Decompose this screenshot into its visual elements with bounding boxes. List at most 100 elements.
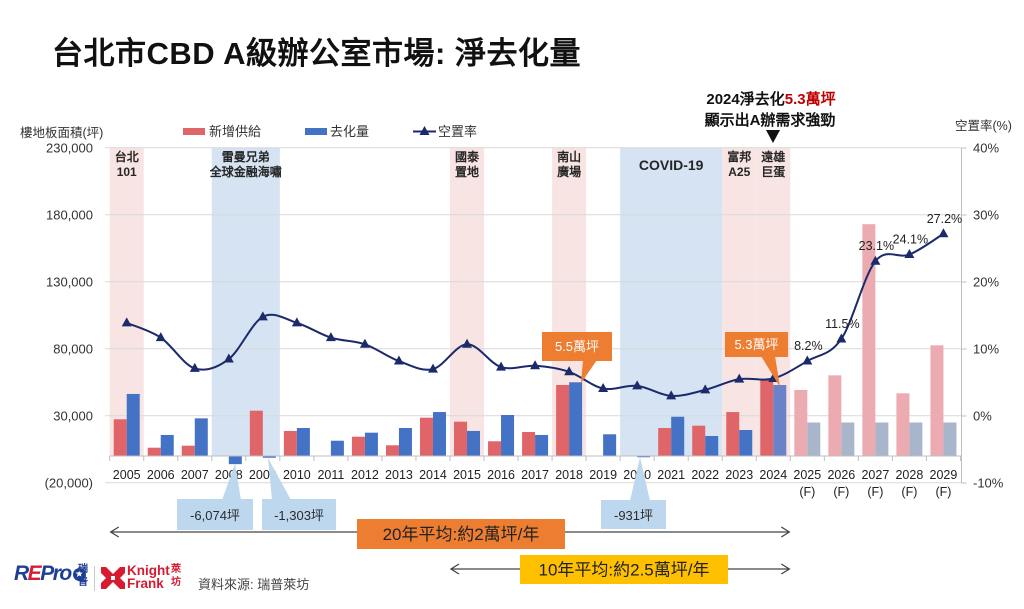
y2-axis-tick-label: 40% xyxy=(973,141,999,156)
net-absorption-bar xyxy=(773,384,787,456)
event-band xyxy=(450,148,485,456)
vacancy-marker xyxy=(904,249,915,259)
vacancy-marker xyxy=(189,362,200,372)
new-supply-bar xyxy=(113,419,127,456)
vacancy-marker xyxy=(462,338,473,348)
new-supply-bar xyxy=(419,417,433,456)
event-band-label: A25 xyxy=(728,165,750,179)
knight-frank-chinese-name: 萊 坊 xyxy=(171,563,181,589)
net-absorption-bar xyxy=(705,436,719,456)
legend-label: 新增供給 xyxy=(209,124,261,139)
vacancy-data-label: 8.2% xyxy=(794,339,823,353)
callouts: 5.5萬坪 5.3萬坪 -6,074坪 -1,303坪 -931坪 xyxy=(177,332,788,530)
x-axis-tick-label: 2006 xyxy=(147,468,175,482)
x-axis-tick-label: 2018 xyxy=(555,468,583,482)
callout-pointer xyxy=(630,457,650,501)
x-axis-tick-label: 2013 xyxy=(385,468,413,482)
legend-label: 空置率 xyxy=(438,124,477,139)
y2-axis-tick-label: 0% xyxy=(973,409,992,424)
vacancy-marker xyxy=(223,353,234,363)
vacancy-marker xyxy=(870,255,881,265)
forecast-marker-label: (F) xyxy=(901,485,917,499)
y2-axis-tick-label: 30% xyxy=(973,208,999,223)
callout-box xyxy=(725,332,788,357)
new-supply-bar xyxy=(283,430,297,456)
callout-text: -1,303坪 xyxy=(274,508,324,523)
callout-pointer xyxy=(761,356,780,387)
negative-absorption-callout: -931坪 xyxy=(601,457,666,529)
y-axis-tick-label: 80,000 xyxy=(53,341,93,356)
x-axis-tick-label: 2023 xyxy=(725,468,753,482)
vacancy-marker xyxy=(530,360,541,370)
arrow-left-icon xyxy=(449,563,460,575)
net-absorption-bar xyxy=(398,427,412,456)
y-axis-tick-label: (20,000) xyxy=(45,475,93,490)
average-label-box xyxy=(357,519,565,549)
net-absorption-bar xyxy=(569,382,583,456)
net-absorption-bar xyxy=(296,427,310,456)
callout-text: 5.3萬坪 xyxy=(734,337,778,352)
average-range-annotation: 10年平均:約2.5萬坪/年 xyxy=(449,555,791,584)
arrow-left-icon xyxy=(109,526,120,538)
vacancy-marker xyxy=(734,373,745,383)
source-note: 資料來源: 瑞普萊坊 xyxy=(198,577,310,592)
logo-divider xyxy=(94,566,95,591)
x-axis-tick-label: 2010 xyxy=(283,468,311,482)
annotations: 2024淨去化5.3萬坪顯示出A辦需求強勁20年平均:約2萬坪/年10年平均:約… xyxy=(109,90,836,584)
event-band xyxy=(722,148,757,456)
callout-text: 5.5萬坪 xyxy=(555,339,599,354)
highlight-callout: 5.5萬坪 xyxy=(542,332,612,383)
x-axis-tick-label: 2026 xyxy=(827,468,855,482)
callout-pointer xyxy=(581,360,597,383)
arrow-right-icon xyxy=(780,526,791,538)
average-label-box xyxy=(520,555,728,584)
vacancy-data-label: 23.1% xyxy=(859,239,894,253)
event-band xyxy=(620,148,723,456)
vacancy-marker xyxy=(632,380,643,390)
headline-highlight-value: 5.3萬坪 xyxy=(785,90,836,108)
event-band xyxy=(211,148,280,456)
net-absorption-bar xyxy=(875,422,889,456)
vacancy-marker xyxy=(496,361,507,371)
data-labels: 8.2%11.5% 23.1%24.1% 27.2% xyxy=(794,212,962,353)
legend-swatch-new-supply xyxy=(183,128,205,135)
legend-triangle-icon xyxy=(419,126,430,135)
vacancy-marker xyxy=(359,338,370,348)
vacancy-data-label: 11.5% xyxy=(825,317,860,331)
new-supply-bar xyxy=(454,421,468,456)
forecast-marker-label: (F) xyxy=(799,485,815,499)
new-supply-bar xyxy=(828,375,842,456)
average-range-annotation: 20年平均:約2萬坪/年 xyxy=(109,519,791,549)
down-triangle-icon xyxy=(766,130,780,143)
new-supply-bar xyxy=(930,345,944,456)
vacancy-data-label: 24.1% xyxy=(893,233,928,247)
gridlines: 230,000 180,000 130,000 80,000 30,000 (20,000… xyxy=(45,140,962,490)
new-supply-bar xyxy=(147,447,161,456)
repro-logo-pro: Pro xyxy=(40,562,72,585)
event-band-label: 置地 xyxy=(455,164,479,179)
net-absorption-bar xyxy=(160,434,174,456)
net-absorption-bar xyxy=(943,422,957,456)
net-absorption-bar xyxy=(603,434,617,456)
vacancy-marker xyxy=(666,390,677,400)
legend-swatch-net-absorption xyxy=(305,128,327,135)
y2-axis-tick-label: 10% xyxy=(973,342,999,357)
net-absorption-bar xyxy=(432,412,446,456)
x-axis-tick-label: 2021 xyxy=(657,468,685,482)
y2-axis-tick-label: -10% xyxy=(973,476,1004,491)
event-band-label: 101 xyxy=(117,165,137,179)
x-axis-tick-label: 2019 xyxy=(589,468,617,482)
new-supply-bar xyxy=(760,380,774,456)
net-absorption-bar xyxy=(909,422,923,456)
new-supply-bar xyxy=(522,432,536,456)
vacancy-marker xyxy=(427,363,438,373)
net-absorption-bar xyxy=(739,430,753,456)
star-icon: ★ xyxy=(72,567,86,581)
callout-box xyxy=(601,500,666,529)
forecast-marker-label: (F) xyxy=(935,485,951,499)
headline-prefix: 2024淨去化 xyxy=(706,90,784,108)
page-title: 台北市CBD A級辦公室市場: 淨去化量 xyxy=(52,36,581,71)
average-label: 10年平均:約2.5萬坪/年 xyxy=(539,561,710,580)
x-axis-tick-label: 2016 xyxy=(487,468,515,482)
net-absorption-bar xyxy=(364,432,378,456)
